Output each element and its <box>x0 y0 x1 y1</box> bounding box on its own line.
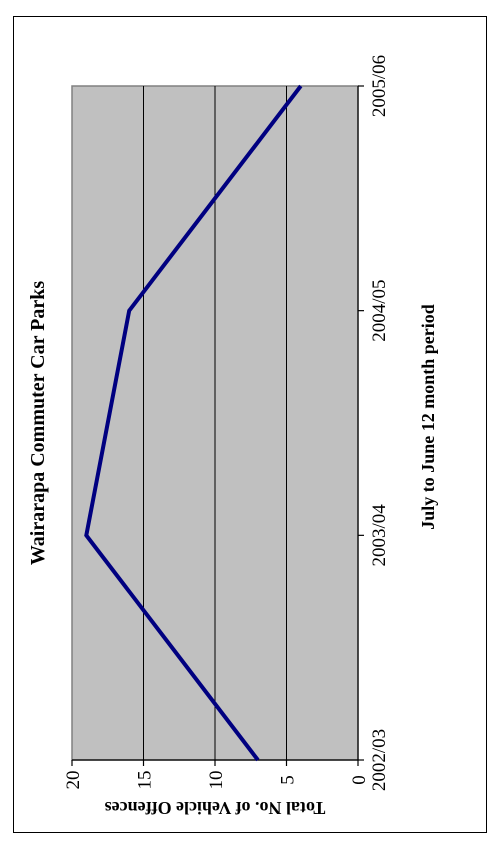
y-tick-label: 0 <box>349 775 370 785</box>
y-tick-label: 5 <box>278 775 299 785</box>
x-tick-label: 2004/05 <box>369 280 390 342</box>
y-tick-label: 15 <box>135 771 156 790</box>
series-line <box>84 84 303 762</box>
y-tick-label: 10 <box>206 771 227 790</box>
x-axis-title: July to June 12 month period <box>418 304 438 530</box>
chart-title: Wairarapa Commuter Car Parks <box>27 281 49 565</box>
ticks: 0 5 10 15 20 2002/03 2003/04 2004/05 2005/06 <box>63 55 390 791</box>
series-group <box>84 84 303 762</box>
y-axis-title: Total No. of Vehicle Offences <box>105 798 326 818</box>
x-tick-label: 2003/04 <box>369 504 390 567</box>
y-tick-label: 20 <box>63 771 84 790</box>
x-tick-label: 2002/03 <box>369 729 390 791</box>
x-tick-label: 2005/06 <box>369 55 390 117</box>
chart-frame <box>13 16 487 833</box>
